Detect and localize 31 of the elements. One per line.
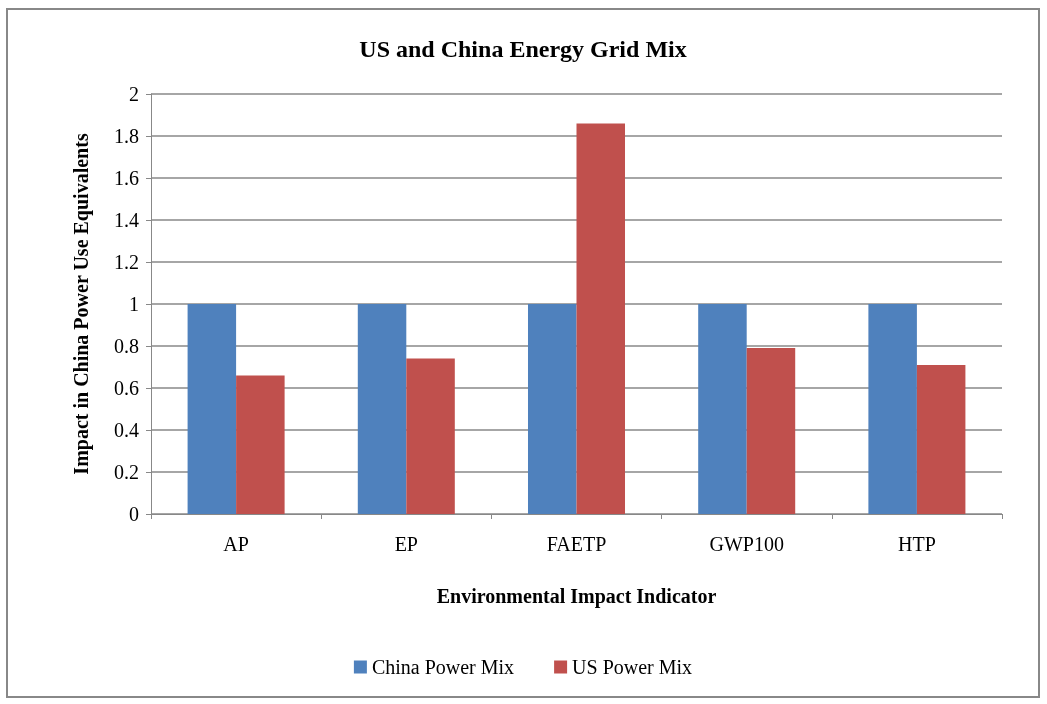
bar	[406, 358, 455, 514]
legend-label: US Power Mix	[572, 656, 693, 678]
y-tick-label: 2	[129, 83, 139, 105]
bar	[357, 304, 407, 514]
bar	[698, 304, 747, 514]
y-tick-label: 1.8	[114, 125, 139, 147]
x-axis-title: Environmental Impact Indicator	[436, 585, 717, 608]
legend-label: China Power Mix	[371, 656, 515, 678]
y-tick-label: 1.6	[114, 167, 139, 189]
y-tick-label: 0.4	[114, 419, 139, 441]
bar	[527, 304, 577, 514]
y-tick-label: 0.8	[114, 335, 139, 357]
x-tick-label: FAETP	[546, 533, 607, 555]
bar	[187, 304, 237, 514]
y-tick-label: 0	[129, 503, 139, 525]
y-tick-label: 0.6	[114, 377, 139, 399]
bar	[746, 348, 796, 514]
chart-title: US and China Energy Grid Mix	[359, 36, 687, 62]
x-tick-label: GWP100	[709, 533, 784, 555]
y-tick-label: 0.2	[114, 461, 139, 483]
x-tick-label: AP	[223, 533, 249, 555]
y-tick-label: 1.2	[114, 251, 139, 273]
bar	[576, 123, 626, 514]
y-tick-label: 1.4	[114, 209, 139, 231]
x-tick-label: HTP	[898, 533, 936, 555]
bar	[868, 304, 917, 514]
bar	[916, 364, 966, 514]
x-tick-label: EP	[394, 533, 418, 555]
y-tick-label: 1	[129, 293, 139, 315]
y-axis-title: Impact in China Power Use Equivalents	[70, 133, 93, 475]
bar	[236, 375, 285, 514]
